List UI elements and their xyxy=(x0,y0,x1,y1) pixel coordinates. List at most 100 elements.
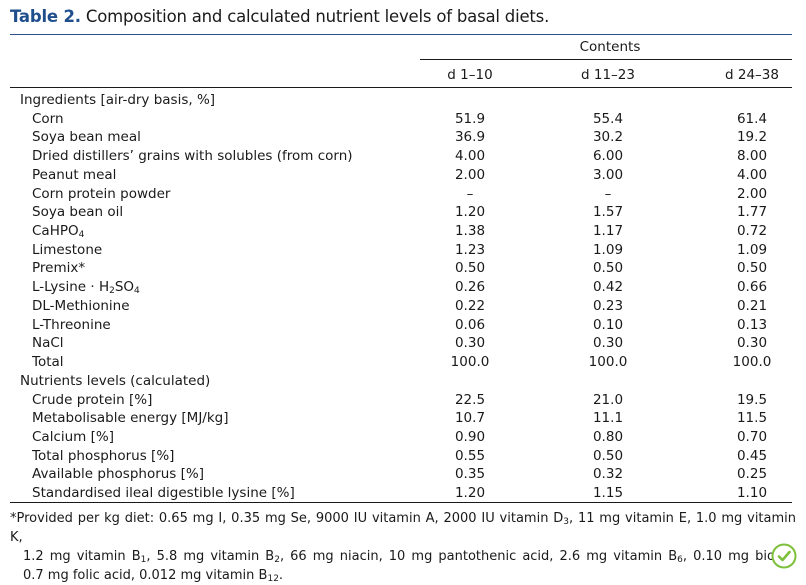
row-label: Total xyxy=(32,354,64,371)
cell-value: 0.30 xyxy=(592,335,624,352)
table-row: Calcium [%] 0.90 0.80 0.70 xyxy=(0,428,806,447)
cell-value: 0.70 xyxy=(736,428,768,445)
cell-value: – xyxy=(466,185,474,202)
row-label: L-Threonine xyxy=(32,316,111,333)
section-header: Nutrients levels (calculated) xyxy=(0,372,806,391)
table-row: Soya bean oil 1.20 1.57 1.77 xyxy=(0,203,806,222)
cell-value: 4.00 xyxy=(736,166,768,183)
cell-value: 0.21 xyxy=(736,297,768,314)
cell-value: 2.00 xyxy=(736,185,768,202)
cell-value: 0.13 xyxy=(736,316,768,333)
cell-value: 0.22 xyxy=(454,297,486,314)
cell-value: 1.10 xyxy=(736,485,768,502)
cell-value: 0.50 xyxy=(592,260,624,277)
cell-value: 1.23 xyxy=(454,241,486,258)
cell-value: 1.77 xyxy=(736,204,768,221)
table-row: L-Lysine · H2SO4 0.26 0.42 0.66 xyxy=(0,278,806,297)
table-row: Corn 51.9 55.4 61.4 xyxy=(0,110,806,129)
cell-value: – xyxy=(604,185,612,202)
bottom-rule xyxy=(10,502,792,503)
table-row: Corn protein powder – – 2.00 xyxy=(0,185,806,204)
cell-value: 4.00 xyxy=(454,148,486,165)
cell-value: 8.00 xyxy=(736,148,768,165)
column-header-d1-10: d 1–10 xyxy=(447,67,493,83)
row-label: Peanut meal xyxy=(32,166,117,183)
table-row: Peanut meal 2.00 3.00 4.00 xyxy=(0,166,806,185)
cell-value: 19.5 xyxy=(736,391,768,408)
row-label: Soya bean oil xyxy=(32,204,124,221)
cell-value: 1.09 xyxy=(736,241,768,258)
table-row: CaHPO4 1.38 1.17 0.72 xyxy=(0,222,806,241)
table-row: Metabolisable energy [MJ/kg] 10.7 11.1 11.5 xyxy=(0,409,806,428)
cell-value: 3.00 xyxy=(592,166,624,183)
section-title: Ingredients [air-dry basis, %] xyxy=(20,92,216,108)
table-label: Table 2. xyxy=(10,7,81,26)
section-title: Nutrients levels (calculated) xyxy=(20,372,211,389)
row-label: Standardised ileal digestible lysine [%] xyxy=(32,485,295,502)
table-footnote: *Provided per kg diet: 0.65 mg I, 0.35 m… xyxy=(10,509,796,585)
row-label: CaHPO4 xyxy=(32,223,85,241)
cell-value: 0.80 xyxy=(592,428,624,445)
footnote-line-3: 0.7 mg folic acid, 0.012 mg vitamin B12. xyxy=(23,568,284,584)
cell-value: 11.5 xyxy=(736,410,768,427)
row-label: Limestone xyxy=(32,241,103,258)
row-label: Calcium [%] xyxy=(32,428,114,445)
column-header-d11-23: d 11–23 xyxy=(581,67,635,83)
cell-value: 100.0 xyxy=(588,354,628,371)
row-label: Soya bean meal xyxy=(32,129,141,146)
cell-value: 1.20 xyxy=(454,485,486,502)
cell-value: 0.35 xyxy=(454,466,486,483)
footnote-line-1: *Provided per kg diet: 0.65 mg I, 0.35 m… xyxy=(10,511,797,545)
cell-value: 0.50 xyxy=(454,260,486,277)
footnote-line-2: 1.2 mg vitamin B1, 5.8 mg vitamin B2, 66… xyxy=(23,549,796,565)
table-row: Standardised ileal digestible lysine [%]… xyxy=(0,484,806,503)
cell-value: 0.10 xyxy=(592,316,624,333)
table-row: Limestone 1.23 1.09 1.09 xyxy=(0,241,806,260)
table-row: Dried distillers’ grains with solubles (… xyxy=(0,147,806,166)
row-label: Corn xyxy=(32,110,64,127)
cell-value: 1.09 xyxy=(592,241,624,258)
table-row: Crude protein [%] 22.5 21.0 19.5 xyxy=(0,391,806,410)
row-label: L-Lysine · H2SO4 xyxy=(32,279,140,297)
cell-value: 1.38 xyxy=(454,223,486,240)
cell-value: 0.30 xyxy=(454,335,486,352)
table-row: Available phosphorus [%] 0.35 0.32 0.25 xyxy=(0,465,806,484)
row-label: Dried distillers’ grains with solubles (… xyxy=(32,148,353,165)
cell-value: 0.50 xyxy=(736,260,768,277)
contents-header: Contents xyxy=(579,39,641,55)
cell-value: 30.2 xyxy=(592,129,624,146)
column-header-d24-38: d 24–38 xyxy=(725,67,779,83)
table-row: NaCl 0.30 0.30 0.30 xyxy=(0,334,806,353)
contents-underline xyxy=(420,59,792,60)
cell-value: 0.45 xyxy=(736,447,768,464)
cell-value: 1.15 xyxy=(592,485,624,502)
cell-value: 0.50 xyxy=(592,447,624,464)
table-caption: Table 2. Composition and calculated nutr… xyxy=(10,7,549,26)
cell-value: 51.9 xyxy=(454,110,486,127)
table-row: L-Threonine 0.06 0.10 0.13 xyxy=(0,316,806,335)
cell-value: 0.25 xyxy=(736,466,768,483)
cell-value: 1.17 xyxy=(592,223,624,240)
table-row: Total 100.0 100.0 100.0 xyxy=(0,353,806,372)
cell-value: 0.30 xyxy=(736,335,768,352)
table-row: DL-Methionine 0.22 0.23 0.21 xyxy=(0,297,806,316)
table-row: Total phosphorus [%] 0.55 0.50 0.45 xyxy=(0,447,806,466)
cell-value: 11.1 xyxy=(592,410,624,427)
cell-value: 61.4 xyxy=(736,110,768,127)
row-label: Premix* xyxy=(32,260,86,277)
row-label: NaCl xyxy=(32,335,64,352)
check-leaf-icon[interactable] xyxy=(771,543,797,569)
cell-value: 0.66 xyxy=(736,279,768,296)
cell-value: 0.55 xyxy=(454,447,486,464)
cell-value: 36.9 xyxy=(454,129,486,146)
row-label: Corn protein powder xyxy=(32,185,171,202)
section-header: Ingredients [air-dry basis, %] xyxy=(0,91,806,110)
row-label: Total phosphorus [%] xyxy=(32,447,175,464)
cell-value: 0.23 xyxy=(592,297,624,314)
table-title: Composition and calculated nutrient leve… xyxy=(85,7,550,26)
cell-value: 0.06 xyxy=(454,316,486,333)
cell-value: 19.2 xyxy=(736,129,768,146)
row-label: Metabolisable energy [MJ/kg] xyxy=(32,410,229,427)
cell-value: 0.32 xyxy=(592,466,624,483)
row-label: Crude protein [%] xyxy=(32,391,153,408)
